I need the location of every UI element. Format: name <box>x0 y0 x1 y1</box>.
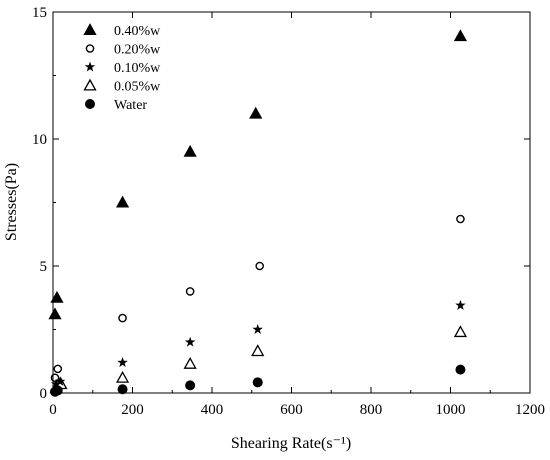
data-point <box>185 287 195 296</box>
x-tick-label: 1000 <box>436 402 466 418</box>
legend-item: Water <box>84 98 147 113</box>
data-point <box>185 380 196 391</box>
legend-label: Water <box>114 98 147 113</box>
data-point <box>255 261 265 271</box>
data-point <box>52 385 63 396</box>
data-point <box>455 364 466 375</box>
y-tick-label: 10 <box>32 132 47 148</box>
y-axis-label: Stresses(Pa) <box>3 163 20 241</box>
data-point <box>48 307 62 320</box>
data-point <box>115 370 130 383</box>
data-point <box>455 299 466 310</box>
data-point <box>115 195 130 208</box>
y-tick-labels: 0 5 10 15 <box>32 5 47 402</box>
data-point <box>252 377 263 388</box>
series-0-40-w <box>48 29 468 320</box>
data-point <box>183 144 197 157</box>
legend-marker <box>84 98 95 109</box>
x-tick-label: 0 <box>49 402 57 418</box>
legend-item: 0.40%w <box>83 23 161 39</box>
data-point <box>117 357 128 367</box>
data-point <box>249 106 263 119</box>
data-point <box>252 324 263 334</box>
y-tick-label: 15 <box>32 5 47 21</box>
legend-item: 0.10%w <box>84 61 161 76</box>
legend-label: 0.20%w <box>114 43 161 58</box>
x-tick-label: 600 <box>280 402 303 418</box>
legend-item: 0.05%w <box>83 78 161 95</box>
legend-label: 0.40%w <box>114 24 161 39</box>
series-water <box>49 364 466 397</box>
series-0-20-w <box>50 214 465 383</box>
legend-label: 0.05%w <box>114 80 161 95</box>
legend-item: 0.20%w <box>85 43 161 58</box>
x-tick-label: 1200 <box>515 402 545 418</box>
legend: 0.40%w 0.20%w 0.10%w 0.05%w Water <box>83 23 161 113</box>
data-point <box>183 356 197 369</box>
data-point <box>50 290 64 303</box>
data-point <box>453 29 468 42</box>
data-point <box>453 325 468 338</box>
y-tick-label: 5 <box>40 259 48 275</box>
data-point <box>184 336 196 347</box>
data-point <box>251 344 265 357</box>
data-point <box>117 384 128 395</box>
legend-label: 0.10%w <box>114 61 161 76</box>
data-point <box>118 313 127 323</box>
y-tick-label: 0 <box>40 386 48 402</box>
x-tick-labels: 0 200 400 600 800 1000 1200 <box>49 402 545 418</box>
x-tick-label: 800 <box>360 402 383 418</box>
legend-marker <box>85 44 95 53</box>
legend-marker <box>83 78 97 91</box>
legend-marker <box>83 23 97 36</box>
data-series <box>48 29 468 397</box>
series-0-10-w <box>50 299 466 389</box>
data-point <box>456 214 465 224</box>
x-tick-label: 200 <box>121 402 144 418</box>
x-tick-label: 400 <box>201 402 224 418</box>
x-axis-label: Shearing Rate(s⁻¹) <box>231 435 351 452</box>
data-point <box>50 373 60 383</box>
legend-marker <box>84 61 96 72</box>
data-point <box>53 364 63 374</box>
